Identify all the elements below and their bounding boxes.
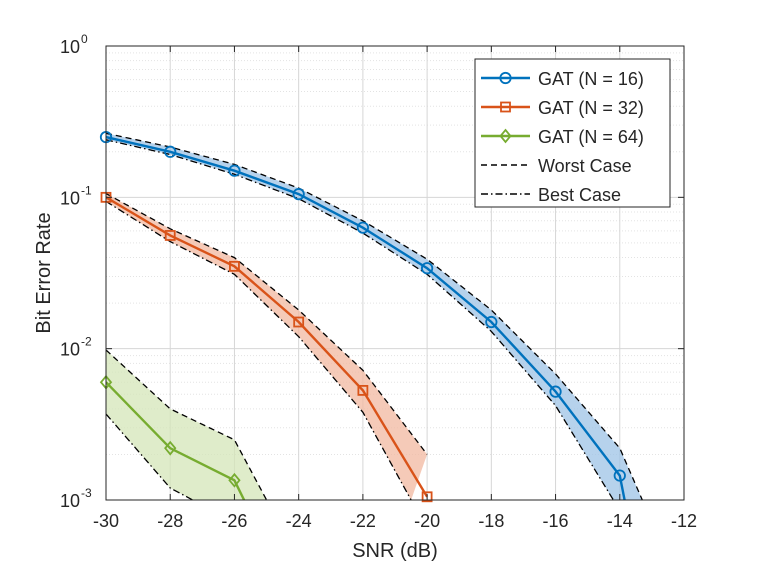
x-axis-ticks: -30 -28 -26 -24 -22 -20 -18 -16 -14 -12: [93, 46, 697, 531]
y-tick-label: 10: [60, 188, 80, 208]
data-point-diamond: [228, 472, 241, 488]
y-tick-exponent: -2: [81, 335, 92, 349]
series-lines: [106, 135, 626, 500]
plot-area-border: [105, 45, 685, 501]
data-point-square: [357, 384, 369, 396]
data-point-square: [164, 230, 176, 241]
x-axis-label: SNR (dB): [352, 540, 438, 562]
data-point-circle: [499, 71, 512, 85]
data-point-circle: [485, 315, 498, 329]
legend-label: Worst Case: [538, 156, 632, 176]
best-case-line: [106, 413, 194, 500]
bound-lines: [106, 132, 643, 500]
series-line: [106, 381, 246, 500]
data-point-circle: [613, 469, 626, 482]
legend-label: Best Case: [538, 185, 621, 205]
series-markers: [99, 131, 626, 503]
legend-label: GAT (N = 64): [538, 127, 644, 147]
worst-case-line: [106, 349, 268, 500]
x-tick-label: -18: [478, 511, 504, 531]
x-tick-label: -12: [671, 511, 697, 531]
x-tick-label: -22: [350, 511, 376, 531]
series-line: [106, 135, 626, 500]
x-tick-label: -26: [221, 511, 247, 531]
worst-case-line: [106, 192, 428, 455]
data-point-circle: [164, 145, 177, 158]
x-tick-label: -14: [607, 511, 633, 531]
best-case-line: [106, 200, 412, 500]
x-tick-label: -24: [286, 511, 312, 531]
data-point-square: [500, 101, 511, 113]
legend: GAT (N = 16) GAT (N = 32) GAT (N = 64) Wors…: [474, 58, 671, 208]
data-point-circle: [421, 262, 434, 275]
y-tick-label: 10: [60, 37, 80, 57]
x-tick-label: -30: [93, 511, 119, 531]
y-axis-label: Bit Error Rate: [33, 212, 55, 333]
data-point-square: [421, 491, 433, 503]
x-tick-label: -28: [157, 511, 183, 531]
y-tick-exponent: 0: [81, 32, 88, 46]
legend-label: GAT (N = 32): [538, 98, 644, 118]
x-tick-label: -16: [543, 511, 569, 531]
worst-case-line: [106, 132, 643, 500]
best-case-line: [106, 139, 614, 500]
y-tick-label: 10: [60, 340, 80, 360]
data-point-diamond: [499, 128, 512, 144]
data-point-circle: [549, 385, 562, 398]
legend-label: GAT (N = 16): [538, 69, 644, 89]
data-point-square: [293, 316, 305, 328]
y-tick-exponent: -3: [81, 486, 92, 500]
data-point-circle: [228, 164, 241, 177]
y-tick-exponent: -1: [81, 183, 92, 197]
data-point-diamond: [164, 440, 177, 456]
data-point-circle: [292, 188, 305, 201]
data-point-square: [229, 260, 240, 272]
series-line: [106, 196, 429, 498]
y-tick-label: 10: [60, 491, 80, 511]
data-point-circle: [356, 221, 369, 234]
x-tick-label: -20: [414, 511, 440, 531]
